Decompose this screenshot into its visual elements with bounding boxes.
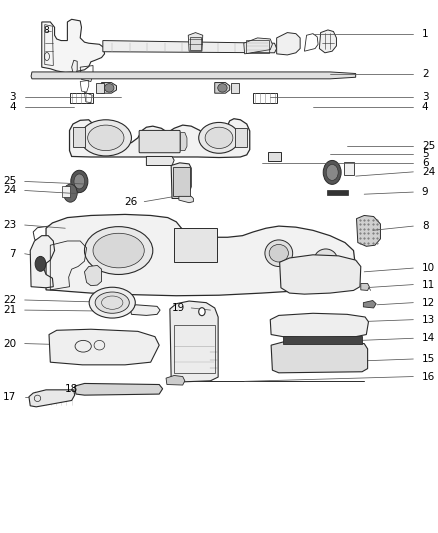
Polygon shape (319, 30, 336, 53)
Text: 16: 16 (422, 372, 435, 382)
Polygon shape (29, 390, 74, 407)
Polygon shape (361, 284, 369, 290)
Polygon shape (130, 305, 160, 316)
Bar (344, 162, 353, 175)
Text: 3: 3 (10, 92, 16, 102)
Bar (96, 83, 104, 93)
Polygon shape (46, 214, 355, 296)
Text: 23: 23 (3, 220, 16, 230)
Polygon shape (279, 255, 361, 294)
Text: 12: 12 (422, 297, 435, 308)
Polygon shape (102, 83, 117, 93)
Ellipse shape (80, 120, 131, 156)
Text: 5: 5 (422, 149, 428, 159)
Polygon shape (70, 119, 250, 158)
Ellipse shape (93, 233, 144, 268)
Polygon shape (271, 342, 367, 373)
Text: 6: 6 (422, 158, 428, 168)
Text: 22: 22 (3, 295, 16, 305)
Text: 13: 13 (422, 314, 435, 325)
Text: 10: 10 (422, 263, 435, 273)
Polygon shape (146, 157, 174, 165)
Text: 21: 21 (3, 305, 16, 315)
Polygon shape (188, 33, 203, 51)
Polygon shape (42, 19, 105, 72)
Bar (327, 190, 348, 195)
Polygon shape (31, 72, 356, 79)
Ellipse shape (205, 127, 233, 149)
Bar (174, 228, 217, 262)
Ellipse shape (199, 308, 205, 316)
Ellipse shape (269, 245, 288, 262)
Text: 9: 9 (422, 187, 428, 197)
Ellipse shape (64, 184, 77, 202)
Ellipse shape (74, 174, 85, 189)
Bar (62, 185, 71, 197)
Text: 3: 3 (422, 92, 428, 102)
Text: 1: 1 (422, 29, 428, 39)
Polygon shape (357, 215, 381, 246)
Bar (283, 336, 362, 344)
FancyBboxPatch shape (139, 131, 180, 153)
Text: 26: 26 (124, 197, 138, 207)
Ellipse shape (85, 227, 153, 274)
Polygon shape (171, 163, 191, 198)
Ellipse shape (71, 170, 88, 192)
Polygon shape (170, 301, 218, 382)
Ellipse shape (88, 125, 124, 151)
Ellipse shape (314, 249, 338, 271)
Ellipse shape (323, 160, 341, 184)
Polygon shape (30, 236, 55, 288)
Polygon shape (180, 133, 187, 151)
Text: 4: 4 (10, 102, 16, 112)
Text: 20: 20 (3, 338, 16, 349)
Text: 8: 8 (422, 221, 428, 231)
Text: 11: 11 (422, 280, 435, 289)
Text: 19: 19 (172, 303, 185, 313)
Text: 4: 4 (422, 102, 428, 112)
Text: 15: 15 (422, 354, 435, 364)
Text: 18: 18 (65, 384, 78, 394)
Text: 17: 17 (3, 392, 16, 402)
Polygon shape (364, 301, 376, 308)
Ellipse shape (89, 287, 135, 318)
Ellipse shape (95, 292, 129, 313)
Polygon shape (277, 33, 300, 55)
Text: 14: 14 (422, 333, 435, 343)
Text: 2: 2 (422, 69, 428, 79)
Text: 8: 8 (43, 27, 49, 36)
Polygon shape (179, 196, 193, 203)
Bar (235, 128, 247, 147)
Polygon shape (74, 383, 162, 395)
Bar (253, 93, 277, 103)
Text: 25: 25 (422, 141, 435, 151)
Polygon shape (215, 83, 230, 93)
Ellipse shape (326, 165, 338, 180)
Polygon shape (166, 375, 185, 385)
Text: 25: 25 (3, 176, 16, 187)
Bar (73, 127, 85, 147)
Text: 7: 7 (10, 249, 16, 259)
Polygon shape (103, 41, 277, 53)
Ellipse shape (218, 84, 227, 92)
Ellipse shape (105, 84, 114, 92)
Text: 24: 24 (422, 167, 435, 177)
Polygon shape (270, 313, 368, 338)
Bar (174, 325, 215, 373)
Bar (246, 39, 269, 53)
Bar (268, 152, 281, 161)
Polygon shape (49, 329, 159, 365)
Ellipse shape (265, 240, 293, 266)
Polygon shape (72, 60, 77, 74)
Bar (70, 93, 93, 103)
Ellipse shape (35, 256, 46, 271)
Polygon shape (244, 38, 272, 54)
Bar (173, 167, 190, 196)
Bar (231, 83, 239, 93)
Polygon shape (296, 257, 330, 290)
Text: 24: 24 (3, 185, 16, 196)
Polygon shape (85, 265, 102, 286)
Ellipse shape (199, 123, 239, 154)
Bar (191, 37, 201, 50)
